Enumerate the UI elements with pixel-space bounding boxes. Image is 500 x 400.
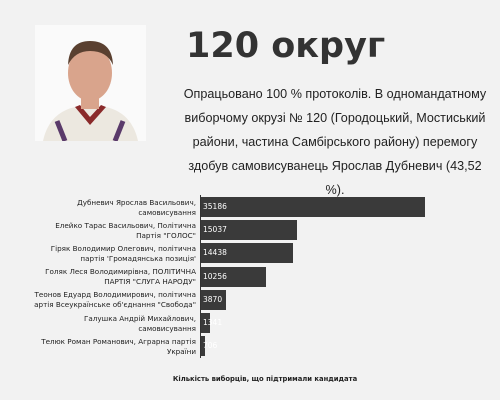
bar — [201, 336, 206, 357]
y-tick-label: Гіряк Володимир Олегович, політична парт… — [50, 243, 196, 263]
bar — [201, 313, 210, 333]
y-tick-label: Елейко Тарас Васильович, Політична Парті… — [55, 220, 196, 240]
bar — [201, 243, 293, 264]
data-label: 706 — [203, 341, 218, 351]
data-label: 15037 — [203, 225, 227, 235]
bar — [201, 197, 425, 217]
bar — [201, 220, 297, 241]
bar — [201, 266, 267, 287]
photo — [35, 25, 146, 141]
data-label: 1341 — [203, 318, 223, 327]
y-tick-label: Теонов Едуард Володимирович, політична а… — [34, 290, 196, 310]
title: 120 округ — [186, 26, 386, 66]
y-tick-label: Телюк Роман Романович, Аграрна партія Ук… — [41, 336, 196, 356]
data-label: 10256 — [203, 271, 227, 281]
data-label: 3870 — [203, 294, 223, 304]
x-axis-label: Кількість виборців, що підтримали кандид… — [172, 375, 358, 383]
bar — [201, 289, 226, 310]
data-label: 14438 — [203, 248, 227, 258]
y-tick-label: Голяк Леся Володимирівна, ПОЛІТИЧНА ПАРТ… — [45, 267, 196, 287]
y-tick-label: Дубневич Ярослав Васильович, самовисуван… — [77, 197, 196, 217]
axis-line — [200, 195, 201, 358]
y-tick-label: Галушка Андрій Михайлович, самовисування — [84, 313, 196, 333]
data-label: 35186 — [203, 202, 227, 211]
summary: Опрацьовано 100 % протоколів. В одноманд… — [183, 87, 487, 197]
